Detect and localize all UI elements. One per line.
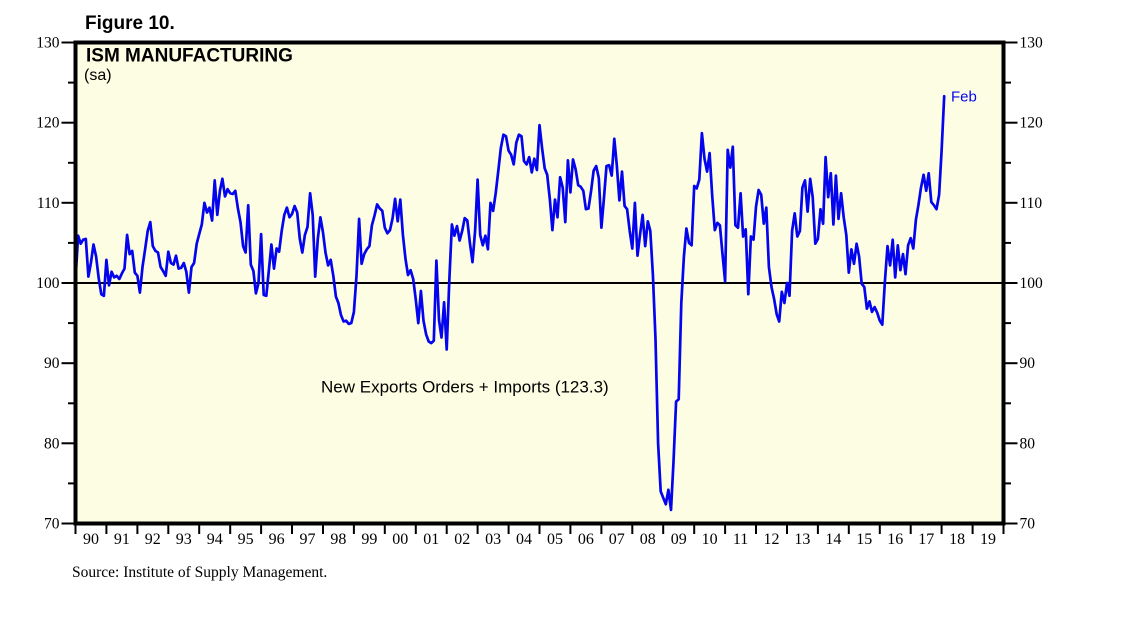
svg-text:110: 110 [37, 195, 60, 212]
svg-text:110: 110 [1020, 195, 1043, 212]
svg-text:94: 94 [207, 531, 223, 548]
svg-text:70: 70 [1020, 516, 1036, 533]
svg-text:80: 80 [1020, 435, 1036, 452]
svg-text:120: 120 [1020, 115, 1044, 132]
svg-text:New Exports Orders + Imports (: New Exports Orders + Imports (123.3) [321, 378, 609, 397]
svg-text:06: 06 [578, 531, 594, 548]
svg-text:90: 90 [44, 355, 60, 372]
svg-text:97: 97 [300, 531, 316, 548]
svg-text:01: 01 [423, 531, 439, 548]
svg-text:13: 13 [794, 531, 810, 548]
svg-text:03: 03 [485, 531, 501, 548]
svg-text:92: 92 [145, 531, 161, 548]
svg-text:17: 17 [918, 531, 934, 548]
svg-text:90: 90 [1020, 355, 1036, 372]
svg-text:130: 130 [36, 35, 60, 52]
svg-text:(sa): (sa) [84, 67, 112, 84]
svg-text:99: 99 [361, 531, 377, 548]
svg-text:90: 90 [83, 531, 99, 548]
svg-text:00: 00 [392, 531, 408, 548]
svg-text:100: 100 [36, 275, 60, 292]
svg-text:10: 10 [702, 531, 718, 548]
svg-text:91: 91 [114, 531, 130, 548]
svg-text:19: 19 [980, 531, 996, 548]
svg-text:70: 70 [44, 516, 60, 533]
svg-text:05: 05 [547, 531, 563, 548]
svg-text:ISM MANUFACTURING: ISM MANUFACTURING [86, 46, 293, 67]
svg-text:12: 12 [764, 531, 780, 548]
svg-text:120: 120 [36, 115, 60, 132]
svg-text:18: 18 [949, 531, 965, 548]
svg-text:08: 08 [640, 531, 656, 548]
svg-text:15: 15 [856, 531, 872, 548]
svg-text:100: 100 [1020, 275, 1044, 292]
svg-text:80: 80 [44, 435, 60, 452]
svg-text:07: 07 [609, 531, 625, 548]
svg-text:130: 130 [1020, 35, 1044, 52]
svg-text:Source: Institute of Supply Ma: Source: Institute of Supply Management. [72, 564, 327, 581]
svg-text:16: 16 [887, 531, 903, 548]
svg-text:14: 14 [825, 531, 841, 548]
svg-text:96: 96 [269, 531, 285, 548]
svg-text:95: 95 [238, 531, 254, 548]
svg-text:09: 09 [671, 531, 687, 548]
svg-text:11: 11 [733, 531, 748, 548]
svg-text:Feb: Feb [951, 89, 977, 106]
svg-text:02: 02 [454, 531, 470, 548]
svg-text:93: 93 [176, 531, 192, 548]
svg-text:98: 98 [330, 531, 346, 548]
svg-text:Figure 10.: Figure 10. [85, 13, 175, 34]
svg-text:04: 04 [516, 531, 532, 548]
